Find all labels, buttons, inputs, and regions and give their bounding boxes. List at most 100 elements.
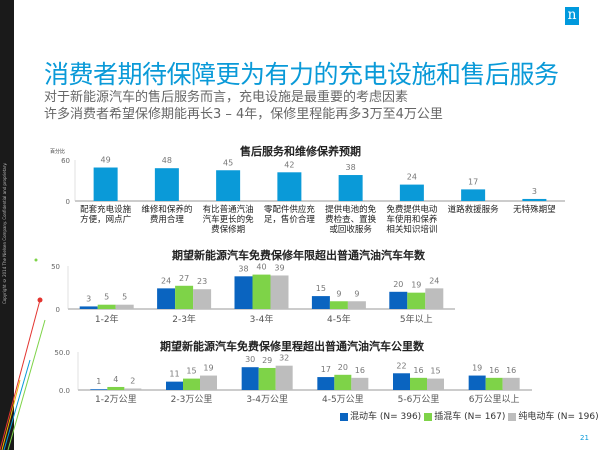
- bar: [351, 377, 369, 390]
- bar: [258, 367, 276, 390]
- bar: [166, 381, 183, 390]
- data-label: 30: [245, 355, 255, 364]
- bar: [93, 167, 118, 201]
- data-label: 16: [355, 366, 365, 375]
- y-tick-label: 60: [61, 157, 70, 165]
- data-label: 16: [413, 366, 423, 375]
- category-label: 道路救援服务: [447, 205, 499, 215]
- data-label: 24: [161, 276, 171, 285]
- data-label: 27: [179, 274, 189, 283]
- bar: [407, 292, 426, 309]
- category-label: 3-4年: [250, 313, 274, 325]
- bar: [97, 304, 116, 309]
- y-tick-label: 50: [51, 263, 60, 271]
- bar: [270, 275, 289, 309]
- data-label: 5: [122, 293, 127, 302]
- bar: [216, 170, 241, 201]
- data-label: 24: [429, 276, 439, 285]
- bar: [389, 291, 408, 309]
- bar: [485, 377, 503, 390]
- bar: [107, 386, 125, 390]
- category-label: 维修和保养的费用合理: [141, 205, 193, 225]
- subtitle-line-2: 许多消费者希望保修期能再长3 – 4年，保修里程能再多3万至4万公里: [44, 107, 443, 122]
- data-label: 24: [407, 173, 417, 182]
- left-strip: [0, 0, 14, 450]
- data-label: 38: [346, 163, 356, 172]
- bar: [468, 375, 486, 390]
- y-tick-label: 0.0: [59, 387, 70, 395]
- category-label: 4-5万公里: [322, 394, 364, 405]
- category-label: 配套充电设施方便，网点广: [80, 205, 132, 225]
- legend-swatch: [340, 412, 348, 421]
- bar: [425, 288, 444, 309]
- data-label: 11: [169, 370, 179, 379]
- bar: [461, 189, 486, 201]
- chart1-title: 售后服务和维修保养预期: [240, 145, 361, 158]
- bar: [115, 304, 134, 309]
- bar: [157, 288, 176, 309]
- legend-item-hybrid: 混动车 (N= 396): [340, 409, 421, 422]
- legend: 混动车 (N= 396) 插混车 (N= 167) 纯电动车 (N= 196): [340, 409, 599, 422]
- page-title: 消费者期待保障更为有力的充电设施和售后服务: [44, 60, 559, 89]
- legend-swatch: [424, 412, 433, 421]
- decorative-lines: [0, 258, 46, 450]
- bar: [200, 375, 217, 390]
- data-label: 15: [316, 284, 326, 293]
- y-tick-label: 0: [56, 306, 60, 314]
- data-label: 4: [113, 375, 118, 384]
- data-label: 15: [430, 367, 440, 376]
- chart1-ylabel: 百分比: [50, 149, 66, 155]
- bar: [90, 389, 108, 390]
- data-label: 16: [506, 366, 516, 375]
- data-label: 20: [338, 363, 348, 372]
- data-label: 17: [321, 365, 331, 374]
- bar: [502, 377, 520, 390]
- bar: [311, 296, 330, 309]
- data-label: 3: [86, 294, 91, 303]
- data-label: 17: [468, 177, 478, 186]
- data-label: 23: [197, 277, 207, 286]
- bar: [410, 377, 427, 390]
- nielsen-logo: n: [565, 7, 579, 25]
- category-label: 4-5年: [327, 313, 351, 325]
- data-label: 38: [238, 264, 248, 273]
- category-label: 5-6万公里: [398, 394, 440, 405]
- data-label: 32: [279, 354, 289, 363]
- bar: [317, 377, 335, 390]
- category-label: 2-3年: [172, 313, 196, 325]
- data-label: 19: [203, 364, 213, 373]
- data-label: 29: [262, 356, 272, 365]
- category-label: 5年以上: [400, 313, 433, 325]
- data-label: 9: [336, 289, 341, 298]
- bar: [154, 168, 179, 201]
- bar: [338, 175, 363, 201]
- bar: [241, 367, 259, 390]
- data-label: 42: [284, 160, 294, 169]
- bar: [252, 274, 271, 309]
- data-label: 40: [256, 263, 266, 272]
- bar: [193, 289, 212, 309]
- bar: [329, 301, 348, 309]
- y-tick-label: 50.0: [54, 349, 70, 357]
- category-label: 无特殊期望: [513, 205, 556, 215]
- bar: [393, 373, 410, 390]
- bar: [277, 172, 302, 201]
- data-label: 22: [396, 361, 406, 370]
- data-label: 20: [393, 280, 403, 289]
- chart3-title: 期望新能源汽车免费保修里程超出普通汽油汽车公里数: [160, 340, 424, 353]
- legend-swatch: [508, 412, 517, 421]
- data-label: 1: [96, 377, 101, 386]
- legend-item-ev: 纯电动车 (N= 196): [508, 409, 599, 422]
- category-label: 提供电池的免费检查、置换或回收服务: [325, 205, 377, 235]
- subtitle-line-1: 对于新能源汽车的售后服务而言，充电设施是最重要的考虑因素: [44, 90, 409, 105]
- category-label: 3-4万公里: [246, 394, 288, 405]
- bar: [522, 198, 547, 201]
- data-label: 19: [411, 281, 421, 290]
- bar: [427, 378, 444, 390]
- category-label: 零配件供应充足，售价合理: [263, 205, 315, 225]
- bar: [234, 276, 253, 309]
- bar: [275, 365, 293, 390]
- data-label: 39: [274, 263, 284, 272]
- data-label: 48: [162, 156, 172, 165]
